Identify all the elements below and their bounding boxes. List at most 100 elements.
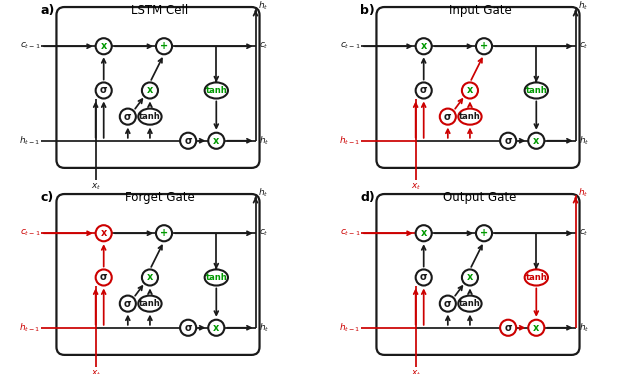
Text: σ: σ — [444, 111, 452, 122]
Text: x: x — [467, 86, 473, 95]
Text: tanh: tanh — [459, 299, 481, 308]
Circle shape — [156, 225, 172, 241]
Ellipse shape — [138, 295, 162, 312]
Text: tanh: tanh — [525, 273, 547, 282]
Text: $h_{t-1}$: $h_{t-1}$ — [19, 322, 40, 334]
Text: x: x — [533, 323, 540, 333]
Circle shape — [208, 320, 225, 336]
Text: x: x — [100, 228, 107, 238]
Text: $h_t$: $h_t$ — [258, 0, 268, 12]
Text: $x_t$: $x_t$ — [410, 182, 420, 193]
Text: x: x — [213, 136, 220, 146]
Ellipse shape — [458, 108, 482, 125]
Circle shape — [142, 82, 158, 98]
Text: σ: σ — [124, 298, 132, 309]
Ellipse shape — [138, 108, 162, 125]
Text: +: + — [160, 228, 168, 238]
Text: σ: σ — [184, 136, 192, 146]
Text: $x_t$: $x_t$ — [410, 369, 420, 374]
Text: σ: σ — [444, 298, 452, 309]
Circle shape — [180, 320, 196, 336]
Circle shape — [500, 320, 516, 336]
Circle shape — [500, 133, 516, 149]
Text: $c_{t-1}$: $c_{t-1}$ — [20, 228, 40, 239]
Circle shape — [95, 82, 112, 98]
Text: $h_{t-1}$: $h_{t-1}$ — [339, 135, 360, 147]
Circle shape — [415, 269, 432, 285]
Text: x: x — [147, 273, 153, 282]
Text: Forget Gate: Forget Gate — [125, 191, 195, 204]
Text: tanh: tanh — [205, 86, 227, 95]
Circle shape — [415, 82, 432, 98]
Text: $h_t$: $h_t$ — [258, 187, 268, 199]
Text: $h_t$: $h_t$ — [259, 135, 269, 147]
Circle shape — [415, 38, 432, 54]
Circle shape — [180, 133, 196, 149]
Circle shape — [156, 38, 172, 54]
Text: σ: σ — [100, 86, 108, 95]
Text: x: x — [420, 41, 427, 51]
Circle shape — [142, 269, 158, 285]
Circle shape — [440, 295, 456, 312]
Text: Output Gate: Output Gate — [444, 191, 516, 204]
FancyBboxPatch shape — [56, 194, 260, 355]
Circle shape — [120, 108, 136, 125]
FancyBboxPatch shape — [376, 194, 580, 355]
Text: tanh: tanh — [525, 86, 547, 95]
Text: σ: σ — [100, 273, 108, 282]
Text: tanh: tanh — [205, 273, 227, 282]
Text: $c_t$: $c_t$ — [579, 41, 588, 52]
Circle shape — [528, 133, 545, 149]
Text: x: x — [100, 41, 107, 51]
Text: $h_t$: $h_t$ — [578, 0, 588, 12]
Text: σ: σ — [184, 323, 192, 333]
Text: +: + — [160, 41, 168, 51]
Text: σ: σ — [420, 86, 428, 95]
FancyBboxPatch shape — [376, 7, 580, 168]
Ellipse shape — [458, 295, 482, 312]
Circle shape — [95, 38, 112, 54]
Circle shape — [208, 133, 225, 149]
Circle shape — [462, 269, 478, 285]
Text: c): c) — [40, 191, 54, 204]
Text: LSTM Cell: LSTM Cell — [131, 4, 189, 17]
Text: d): d) — [360, 191, 375, 204]
Text: tanh: tanh — [139, 299, 161, 308]
Text: +: + — [480, 41, 488, 51]
Text: a): a) — [40, 4, 55, 17]
Circle shape — [95, 269, 112, 285]
Text: tanh: tanh — [139, 112, 161, 121]
Text: $h_t$: $h_t$ — [259, 322, 269, 334]
Text: σ: σ — [420, 273, 428, 282]
Circle shape — [120, 295, 136, 312]
FancyBboxPatch shape — [56, 7, 260, 168]
Circle shape — [440, 108, 456, 125]
Circle shape — [462, 82, 478, 98]
Circle shape — [476, 38, 492, 54]
Ellipse shape — [205, 82, 228, 98]
Text: $h_{t-1}$: $h_{t-1}$ — [19, 135, 40, 147]
Text: $x_t$: $x_t$ — [90, 182, 100, 193]
Text: $c_t$: $c_t$ — [259, 228, 268, 239]
Text: $h_t$: $h_t$ — [579, 135, 589, 147]
Text: $c_t$: $c_t$ — [579, 228, 588, 239]
Text: x: x — [467, 273, 473, 282]
Circle shape — [476, 225, 492, 241]
Circle shape — [415, 225, 432, 241]
Circle shape — [528, 320, 545, 336]
Text: x: x — [213, 323, 220, 333]
Text: $c_{t-1}$: $c_{t-1}$ — [340, 41, 360, 52]
Ellipse shape — [205, 269, 228, 285]
Text: $c_{t-1}$: $c_{t-1}$ — [20, 41, 40, 52]
Ellipse shape — [525, 269, 548, 285]
Text: x: x — [420, 228, 427, 238]
Ellipse shape — [525, 82, 548, 98]
Text: tanh: tanh — [459, 112, 481, 121]
Text: x: x — [533, 136, 540, 146]
Text: σ: σ — [504, 136, 512, 146]
Text: $c_{t-1}$: $c_{t-1}$ — [340, 228, 360, 239]
Text: x: x — [147, 86, 153, 95]
Text: Input Gate: Input Gate — [449, 4, 511, 17]
Text: $h_t$: $h_t$ — [579, 322, 589, 334]
Text: σ: σ — [124, 111, 132, 122]
